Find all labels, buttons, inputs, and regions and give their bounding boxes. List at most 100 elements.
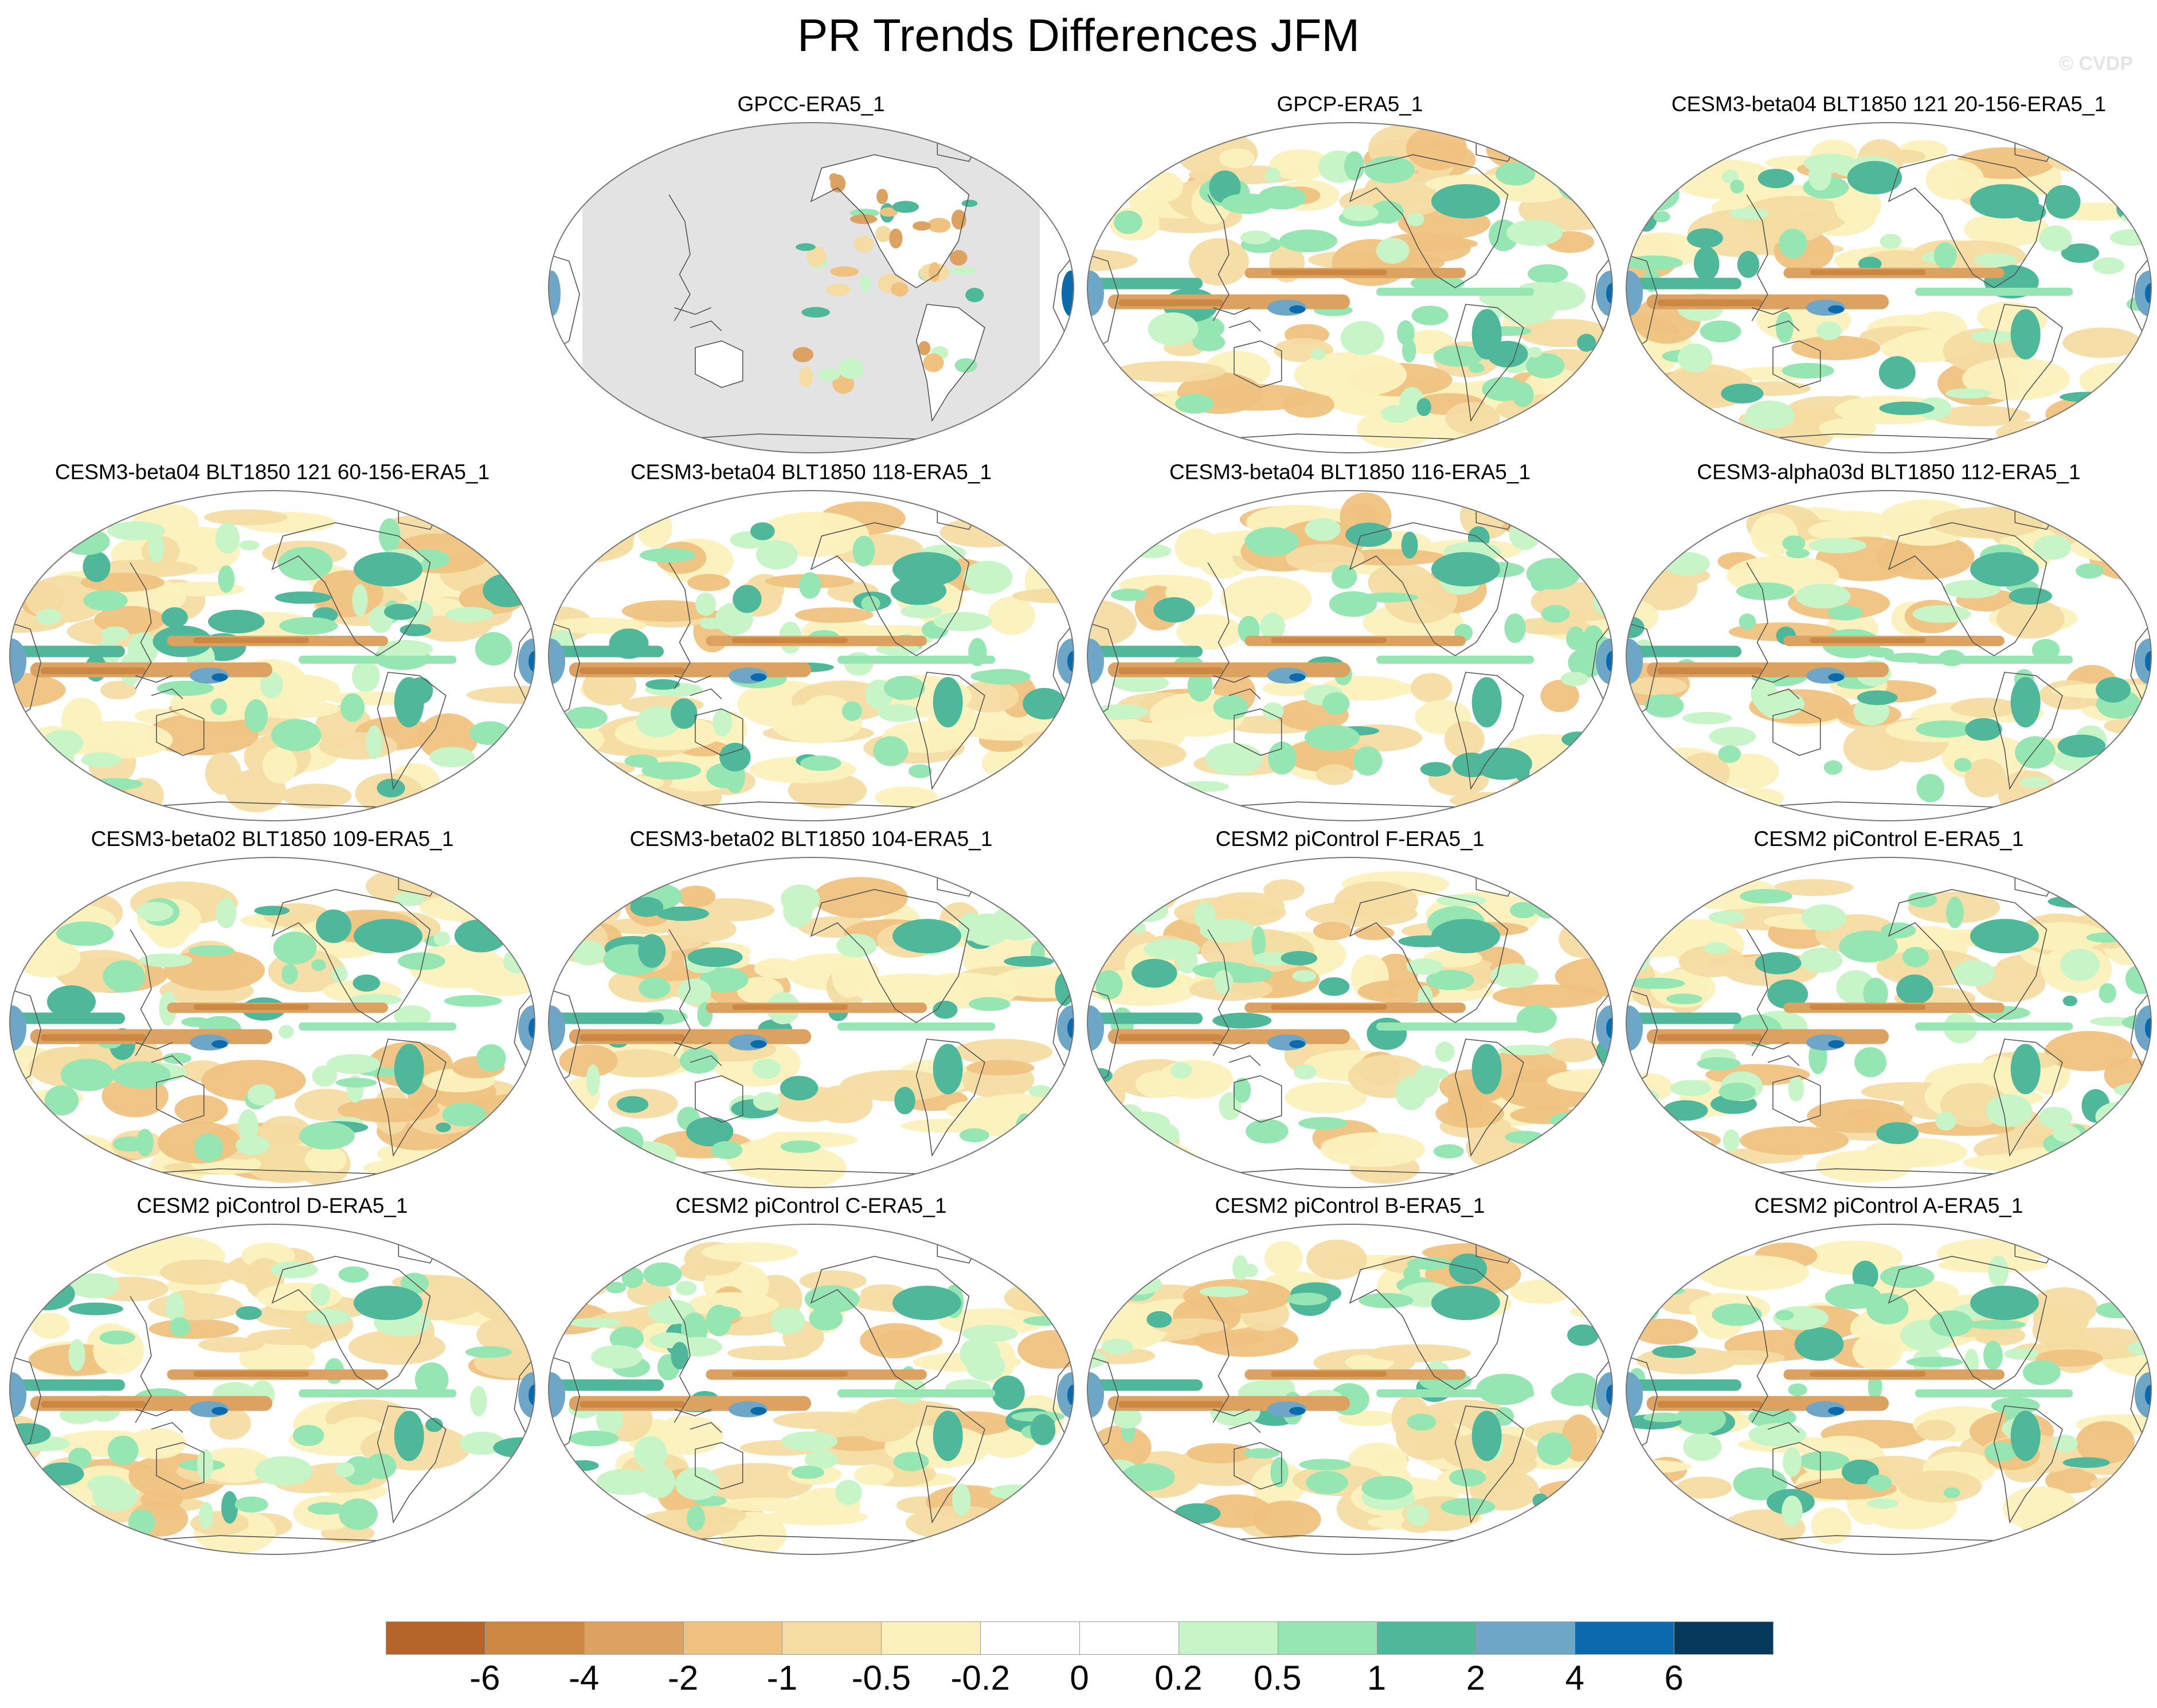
coastline (1767, 1422, 1800, 1433)
precip-blob (1575, 1515, 1612, 1546)
precip-blob (1087, 1272, 1109, 1301)
world-map (1087, 490, 1613, 821)
precip-blob (492, 1272, 535, 1309)
precip-blob (1798, 1451, 1850, 1471)
coastline (915, 304, 985, 422)
precip-blob (1157, 1060, 1234, 1099)
precip-blob (1193, 902, 1216, 929)
precip-blob (954, 358, 977, 373)
precip-blob (1240, 230, 1271, 245)
coastline (1349, 522, 1509, 656)
precip-blob (1876, 1122, 1919, 1145)
precip-blob (1087, 912, 1140, 928)
precip-blob (949, 250, 968, 266)
precip-blob (1174, 1503, 1221, 1524)
wet-patch (933, 1411, 963, 1462)
precip-blob (205, 752, 241, 795)
precip-blob (756, 540, 798, 570)
precip-blob (1359, 592, 1419, 603)
map-panel: CESM2 piControl A-ERA5_1 (1622, 1193, 2155, 1560)
precip-blob (961, 1325, 1018, 1342)
precip-blob (2096, 677, 2131, 703)
wet-patch (353, 919, 422, 954)
precip-blob (2009, 587, 2052, 605)
precip-blob (1189, 238, 1249, 286)
precip-blob (1003, 1136, 1031, 1161)
itcz-dry-band (1271, 1371, 1387, 1377)
precip-blob (1709, 727, 1756, 746)
precip-blob (1650, 1275, 1673, 1284)
precip-blob (1144, 938, 1200, 960)
coastline (156, 1075, 205, 1123)
precip-blob (455, 774, 535, 794)
precip-blob (10, 1275, 20, 1302)
precip-blob (1633, 1318, 1698, 1345)
coastline (130, 562, 152, 690)
coastline (674, 1409, 711, 1417)
precip-blob (83, 551, 111, 582)
precip-blob (1594, 1478, 1612, 1499)
precip-blob (854, 236, 874, 253)
precip-blob (429, 747, 475, 767)
wet-band (1626, 645, 1741, 657)
wet-patch (1970, 1286, 2039, 1321)
wet-band (549, 1379, 664, 1391)
precip-blob (148, 533, 165, 563)
precip-blob (518, 895, 535, 909)
precip-blob (1121, 773, 1149, 800)
precip-blob (1175, 394, 1214, 414)
precip-blob (1748, 1407, 1796, 1428)
precip-blob (1965, 718, 2002, 741)
precip-blob (10, 1290, 47, 1300)
equatorial-dry-band (1657, 667, 1763, 675)
precip-blob (1112, 673, 1169, 692)
precip-blob (2106, 1500, 2151, 1518)
precip-blob (335, 1462, 355, 1478)
equatorial-dry-band (580, 1401, 685, 1408)
precip-blob (648, 1299, 695, 1325)
precip-blob (326, 1054, 381, 1074)
map-border (548, 857, 1074, 1188)
coastline (1767, 688, 1800, 699)
panel-title: CESM3-beta04 BLT1850 121 20-156-ERA5_1 (1671, 92, 2107, 116)
panel-title: GPCP-ERA5_1 (1277, 92, 1423, 116)
wet-band (837, 656, 996, 664)
coastline (1772, 1441, 1821, 1490)
precip-blob (1510, 1106, 1580, 1125)
precip-blob (100, 680, 136, 700)
precip-blob (1268, 741, 1297, 775)
map-border (548, 122, 1074, 453)
precip-blob (2053, 1125, 2081, 1142)
precip-blob (676, 886, 716, 907)
coastline (1746, 194, 1768, 322)
precip-blob (1718, 753, 1779, 790)
precip-blob (883, 676, 925, 700)
world-map (1087, 857, 1613, 1188)
precip-blob (549, 763, 585, 793)
itcz-dry-band (1810, 637, 1926, 644)
precip-blob (1963, 1154, 2068, 1172)
precip-blob (236, 1306, 262, 1320)
precip-blob (2062, 1457, 2110, 1468)
precip-blob (281, 784, 352, 809)
precip-blob (596, 512, 635, 553)
precip-blob (727, 1346, 811, 1361)
precip-blob (1667, 1134, 1702, 1153)
precip-blob (621, 1267, 644, 1288)
colorbar-swatch (980, 1621, 1080, 1655)
precip-blob (1205, 743, 1263, 775)
wet-patch (2010, 677, 2041, 728)
precip-blob (639, 548, 696, 563)
precip-blob (1152, 1318, 1227, 1334)
precip-blob (1929, 1310, 1973, 1337)
precip-blob (1566, 626, 1586, 651)
precip-blob (873, 736, 909, 766)
precip-blob (1030, 1513, 1055, 1524)
precip-blob (1259, 613, 1285, 640)
precip-blob (273, 931, 317, 965)
precip-blob (1700, 320, 1741, 343)
precip-blob (645, 679, 680, 690)
precip-blob (1146, 1311, 1172, 1328)
map-panel: GPCC-ERA5_1 (545, 92, 1078, 459)
precip-blob (798, 572, 821, 599)
